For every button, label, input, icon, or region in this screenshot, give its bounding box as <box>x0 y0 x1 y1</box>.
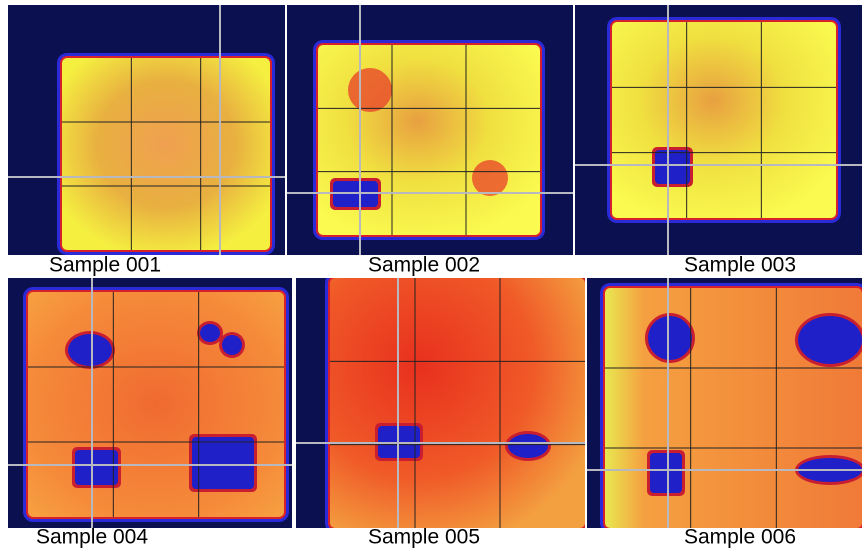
scan-panel <box>587 278 862 533</box>
panel-label: Sample 006 <box>684 526 796 549</box>
scan-image <box>8 5 285 255</box>
panel-label: Sample 005 <box>368 526 480 549</box>
figure: Sample 001 Sample 002 Sample 003 Sample 004… <box>0 0 862 549</box>
scan-image <box>587 278 862 533</box>
specimen <box>612 22 836 218</box>
panel-label: Sample 001 <box>49 254 161 277</box>
scan-image <box>575 5 862 255</box>
scan-panel <box>296 273 590 533</box>
scan-image <box>8 278 292 528</box>
defect <box>192 437 254 489</box>
defect <box>798 316 862 364</box>
defect <box>200 324 220 342</box>
defect <box>75 450 118 485</box>
panel-label: Sample 002 <box>368 254 480 277</box>
defect <box>508 434 548 458</box>
defect <box>648 316 692 360</box>
specimen <box>330 278 585 528</box>
defect <box>222 335 242 355</box>
hot-spot <box>348 68 392 112</box>
scan-panel <box>8 278 292 528</box>
hot-spot <box>472 160 508 196</box>
defect <box>68 334 112 366</box>
scan-panel <box>575 5 862 255</box>
defect <box>655 150 690 184</box>
defect <box>650 453 682 493</box>
scan-panel <box>287 5 573 255</box>
panel-label: Sample 003 <box>684 254 796 277</box>
panel-label: Sample 004 <box>36 526 148 549</box>
page: Sample 001 Sample 002 Sample 003 Sample 004… <box>0 0 862 549</box>
specimen <box>62 58 270 250</box>
scan-panel <box>8 5 285 255</box>
scan-image <box>287 5 573 255</box>
scan-image <box>296 273 590 533</box>
